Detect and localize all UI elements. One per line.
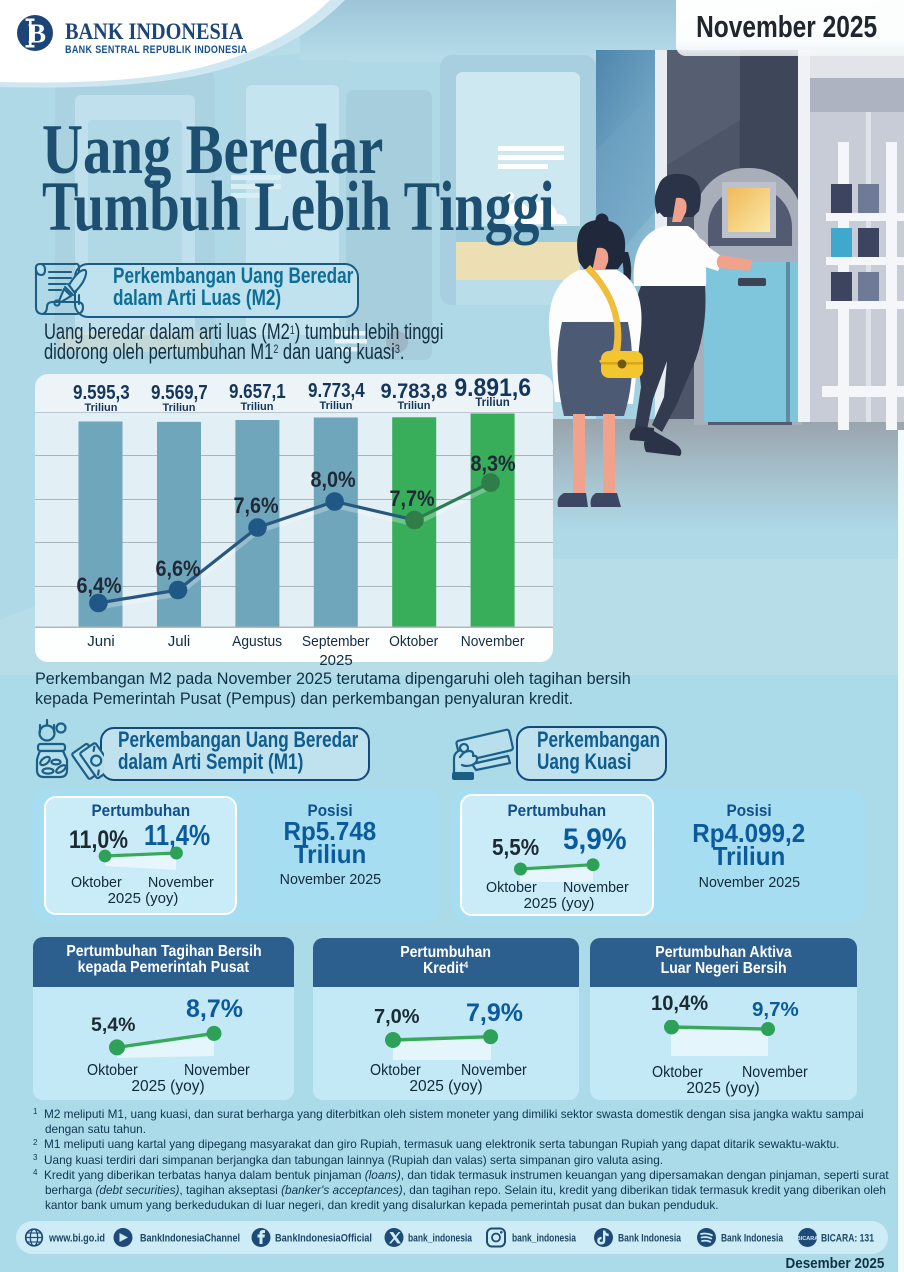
svg-text:BankIndonesiaOfficial: BankIndonesiaOfficial <box>275 1233 372 1245</box>
svg-text:BICARA: BICARA <box>797 1236 818 1242</box>
svg-text:BankIndonesiaChannel: BankIndonesiaChannel <box>140 1233 240 1245</box>
svg-text:www.bi.go.id: www.bi.go.id <box>48 1233 105 1245</box>
svg-text:bank_indonesia: bank_indonesia <box>512 1233 577 1245</box>
svg-text:BICARA: 131: BICARA: 131 <box>821 1233 874 1245</box>
svg-text:Bank Indonesia: Bank Indonesia <box>721 1233 784 1245</box>
svg-text:bank_indonesia: bank_indonesia <box>408 1233 473 1245</box>
svg-text:Bank Indonesia: Bank Indonesia <box>618 1233 682 1245</box>
svg-text:B: B <box>28 19 46 49</box>
